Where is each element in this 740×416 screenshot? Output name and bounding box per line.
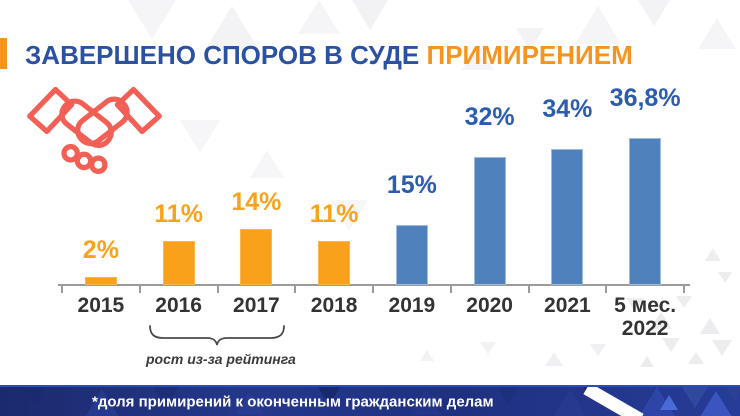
triangle-decoration xyxy=(545,352,563,366)
triangle-decoration xyxy=(410,389,442,415)
bar-value-label: 34% xyxy=(542,95,593,123)
triangle-decoration xyxy=(494,387,522,404)
triangle-decoration xyxy=(722,387,740,402)
x-axis-line xyxy=(58,284,690,286)
x-axis-tick xyxy=(294,285,297,293)
triangle-decoration xyxy=(480,342,496,354)
bar-2016 xyxy=(162,241,195,285)
triangle-decoration xyxy=(688,352,704,364)
triangle-decoration xyxy=(638,0,670,26)
triangle-decoration xyxy=(700,318,720,334)
handshake-icon xyxy=(22,80,167,180)
page-title: ЗАВЕРШЕНО СПОРОВ В СУДЕ ПРИМИРЕНИЕМ xyxy=(25,40,633,71)
x-tick-label: 2017 xyxy=(233,294,280,317)
x-axis-tick xyxy=(683,285,685,293)
triangle-decoration xyxy=(298,0,340,34)
bar-value-label: 32% xyxy=(464,103,515,131)
triangle-decoration xyxy=(698,18,736,49)
triangle-decoration xyxy=(128,0,176,39)
triangle-decoration xyxy=(650,312,672,329)
triangle-decoration xyxy=(420,350,434,361)
triangle-decoration xyxy=(712,340,732,356)
x-axis-tick xyxy=(527,285,530,293)
bar-5-мес.-2022 xyxy=(629,138,662,285)
triangle-decoration xyxy=(626,298,644,312)
annotation-text: рост из-за рейтинга xyxy=(146,351,296,367)
triangle-decoration xyxy=(84,389,120,416)
annotation-brace xyxy=(148,324,286,348)
x-tick-label: 2019 xyxy=(388,294,436,317)
x-tick-label: 2020 xyxy=(466,294,513,317)
bar-2020 xyxy=(473,157,506,285)
x-tick-label: 2018 xyxy=(310,294,358,317)
footer-band: *доля примирений к оконченным граждански… xyxy=(0,385,740,416)
triangle-decoration xyxy=(352,0,388,30)
footnote: *доля примирений к оконченным граждански… xyxy=(92,393,494,410)
triangle-decoration xyxy=(662,338,680,352)
title-accent-bar xyxy=(0,38,7,69)
footer-slash-decoration xyxy=(583,387,644,416)
triangle-decoration xyxy=(180,120,220,153)
bar-2021 xyxy=(551,149,584,285)
triangle-decoration xyxy=(718,272,732,283)
x-tick-label: 5 мес. 2022 xyxy=(614,294,677,340)
triangle-decoration xyxy=(590,344,606,356)
triangle-decoration xyxy=(705,248,721,261)
triangle-decoration xyxy=(250,150,284,178)
bar-2015 xyxy=(84,277,117,285)
bar-value-label: 11% xyxy=(154,200,203,228)
x-axis-tick xyxy=(138,285,141,293)
bar-value-label: 15% xyxy=(386,171,437,199)
bar-value-label: 11% xyxy=(309,200,359,228)
x-axis-tick xyxy=(449,285,452,293)
triangle-decoration xyxy=(205,6,259,50)
bar-value-label: 2% xyxy=(82,236,119,264)
x-axis-tick xyxy=(372,285,374,293)
triangle-decoration xyxy=(330,200,368,231)
x-axis-tick xyxy=(605,285,608,293)
page-title-main: ЗАВЕРШЕНО СПОРОВ В СУДЕ xyxy=(25,40,427,70)
x-axis-tick xyxy=(216,285,219,293)
triangle-decoration xyxy=(660,395,678,410)
x-tick-label: 2016 xyxy=(155,294,202,317)
triangle-decoration xyxy=(516,28,544,51)
triangle-decoration xyxy=(20,387,50,404)
x-tick-label: 2021 xyxy=(544,294,591,317)
x-axis-tick xyxy=(61,285,63,293)
triangle-decoration xyxy=(575,6,621,44)
triangle-decoration xyxy=(236,391,264,414)
bar-2018 xyxy=(318,241,351,285)
page-title-highlight: ПРИМИРЕНИЕМ xyxy=(426,40,633,70)
bar-value-label: 36,8% xyxy=(609,84,681,112)
x-tick-label: 2015 xyxy=(77,294,125,317)
bar-value-label: 14% xyxy=(231,188,282,216)
bar-2017 xyxy=(240,229,273,285)
triangle-decoration xyxy=(676,296,692,308)
bar-2019 xyxy=(395,225,428,285)
triangle-decoration xyxy=(312,387,346,405)
triangle-decoration xyxy=(640,356,654,367)
triangle-decoration xyxy=(462,44,494,70)
triangle-decoration xyxy=(150,387,182,407)
